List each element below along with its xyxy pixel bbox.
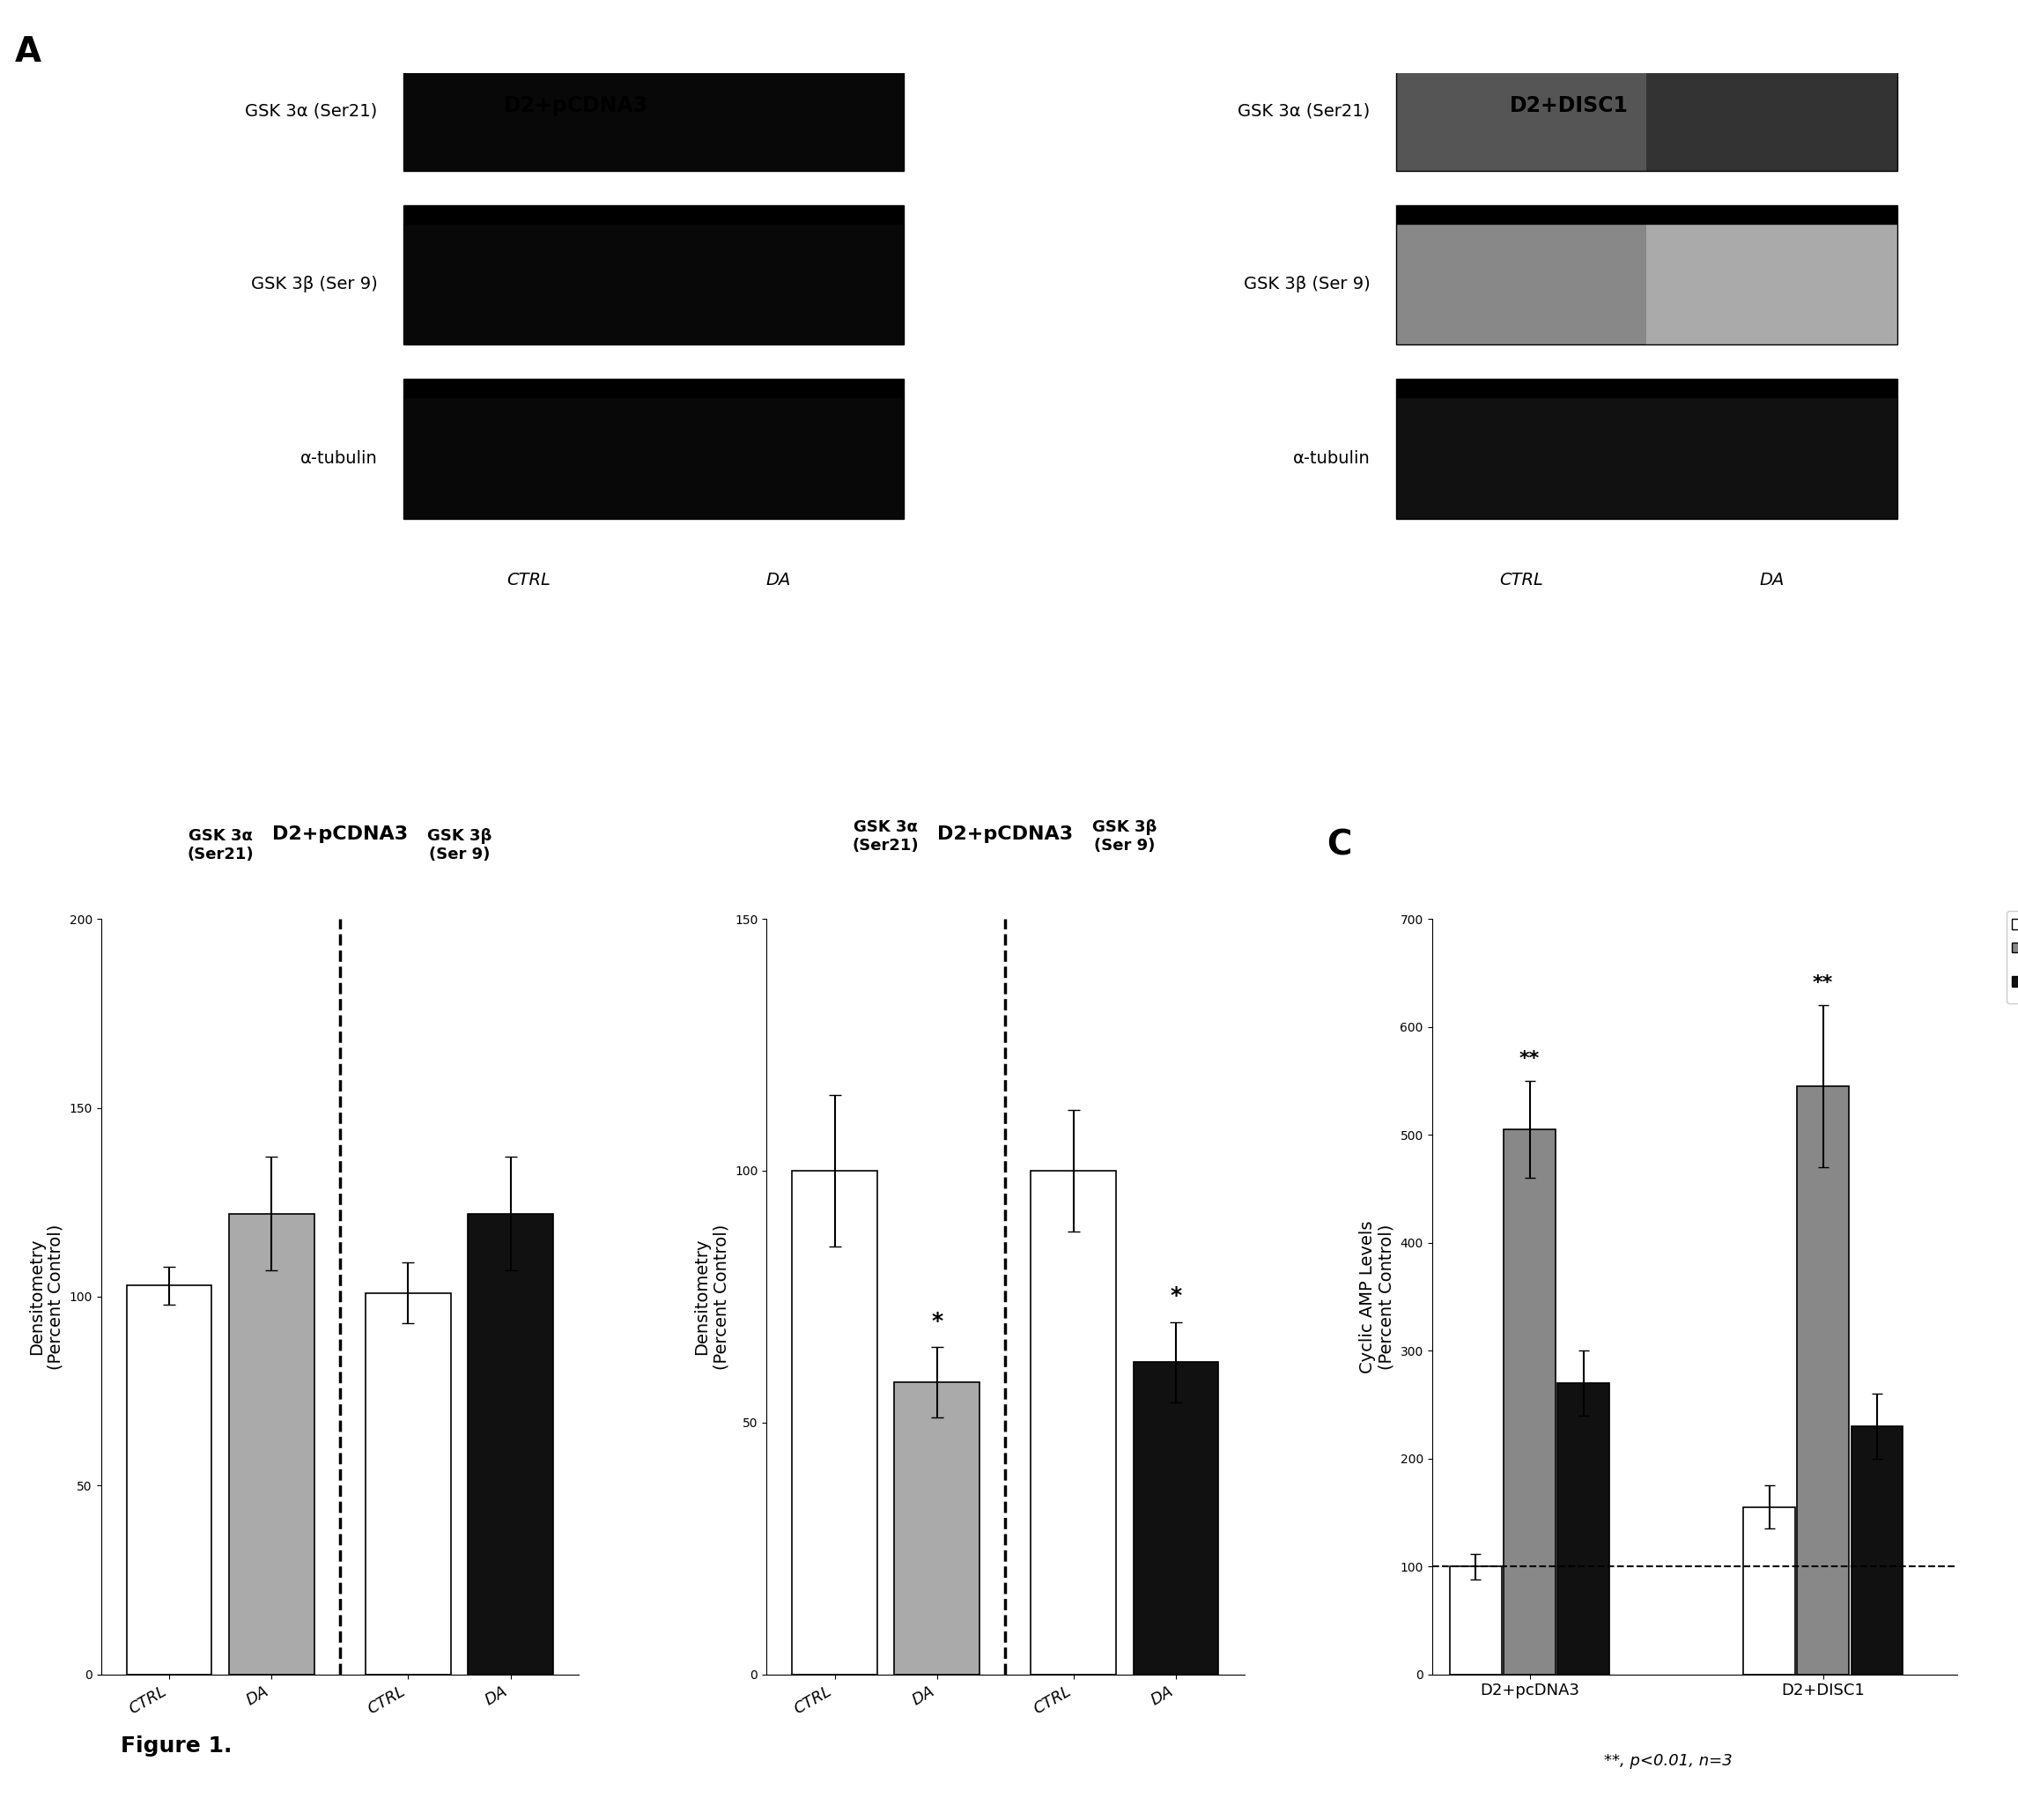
Text: D2+pCDNA3: D2+pCDNA3 — [504, 95, 648, 116]
Bar — [127, 1285, 212, 1674]
Y-axis label: Densitometry
(Percent Control): Densitometry (Percent Control) — [28, 1223, 65, 1369]
Bar — [791, 1170, 878, 1674]
Y-axis label: Densitometry
(Percent Control): Densitometry (Percent Control) — [694, 1223, 731, 1369]
Text: CTRL: CTRL — [507, 571, 551, 588]
Bar — [1647, 397, 1897, 519]
Text: α-tubulin: α-tubulin — [301, 450, 377, 466]
Y-axis label: Cyclic AMP Levels
(Percent Control): Cyclic AMP Levels (Percent Control) — [1358, 1219, 1394, 1372]
Text: GSK 3β
(Ser 9): GSK 3β (Ser 9) — [1092, 819, 1156, 854]
Bar — [1396, 224, 1647, 344]
Bar — [404, 51, 904, 171]
Text: GSK 3α
(Ser21): GSK 3α (Ser21) — [852, 819, 918, 854]
Bar — [228, 1214, 315, 1674]
Bar — [1503, 1130, 1556, 1674]
Bar — [1396, 206, 1897, 224]
Bar — [1851, 1427, 1903, 1674]
Text: GSK 3α (Ser21): GSK 3α (Ser21) — [1237, 102, 1370, 118]
Bar — [365, 1292, 450, 1674]
Bar — [1031, 1170, 1116, 1674]
Text: **: ** — [1520, 1050, 1540, 1068]
Text: D2+DISC1: D2+DISC1 — [1509, 95, 1629, 116]
Title: D2+pCDNA3: D2+pCDNA3 — [272, 824, 408, 843]
Bar — [1744, 1507, 1794, 1674]
Bar — [1396, 397, 1897, 519]
Bar — [404, 397, 904, 519]
Text: CTRL: CTRL — [1499, 571, 1544, 588]
Bar — [894, 1381, 979, 1674]
Title: D2+pCDNA3: D2+pCDNA3 — [938, 824, 1074, 843]
Bar — [1798, 1087, 1848, 1674]
Bar — [404, 31, 904, 51]
Bar — [1451, 1567, 1501, 1674]
Text: *: * — [930, 1310, 942, 1332]
Bar — [1396, 379, 1897, 397]
Bar — [1396, 224, 1897, 344]
Text: α-tubulin: α-tubulin — [1294, 450, 1370, 466]
Text: **: ** — [1812, 976, 1832, 992]
Text: DA: DA — [1760, 571, 1784, 588]
Text: DA: DA — [767, 571, 791, 588]
Text: C: C — [1326, 828, 1352, 861]
Bar — [404, 206, 904, 224]
Bar — [1396, 31, 1897, 51]
Bar — [1558, 1383, 1608, 1674]
Bar — [1647, 224, 1897, 344]
Text: **, p<0.01, n=3: **, p<0.01, n=3 — [1604, 1753, 1733, 1769]
Bar — [1134, 1361, 1219, 1674]
Bar — [1396, 51, 1897, 171]
Text: GSK 3α (Ser21): GSK 3α (Ser21) — [244, 102, 377, 118]
Bar — [404, 224, 904, 344]
Text: GSK 3β (Ser 9): GSK 3β (Ser 9) — [1243, 277, 1370, 293]
Text: GSK 3α
(Ser21): GSK 3α (Ser21) — [188, 828, 254, 863]
Bar — [1396, 51, 1647, 171]
Bar — [468, 1214, 553, 1674]
Text: GSK 3β
(Ser 9): GSK 3β (Ser 9) — [428, 828, 492, 863]
Bar — [404, 379, 904, 397]
Legend: Control, Foskolin, Quinpirole
+Foskolin: Control, Foskolin, Quinpirole +Foskolin — [2006, 912, 2018, 1003]
Text: GSK 3β (Ser 9): GSK 3β (Ser 9) — [250, 277, 377, 293]
Text: Figure 1.: Figure 1. — [121, 1734, 232, 1756]
Text: *: * — [1170, 1285, 1183, 1307]
Bar — [1396, 397, 1647, 519]
Bar — [1647, 51, 1897, 171]
Text: A: A — [14, 35, 40, 69]
